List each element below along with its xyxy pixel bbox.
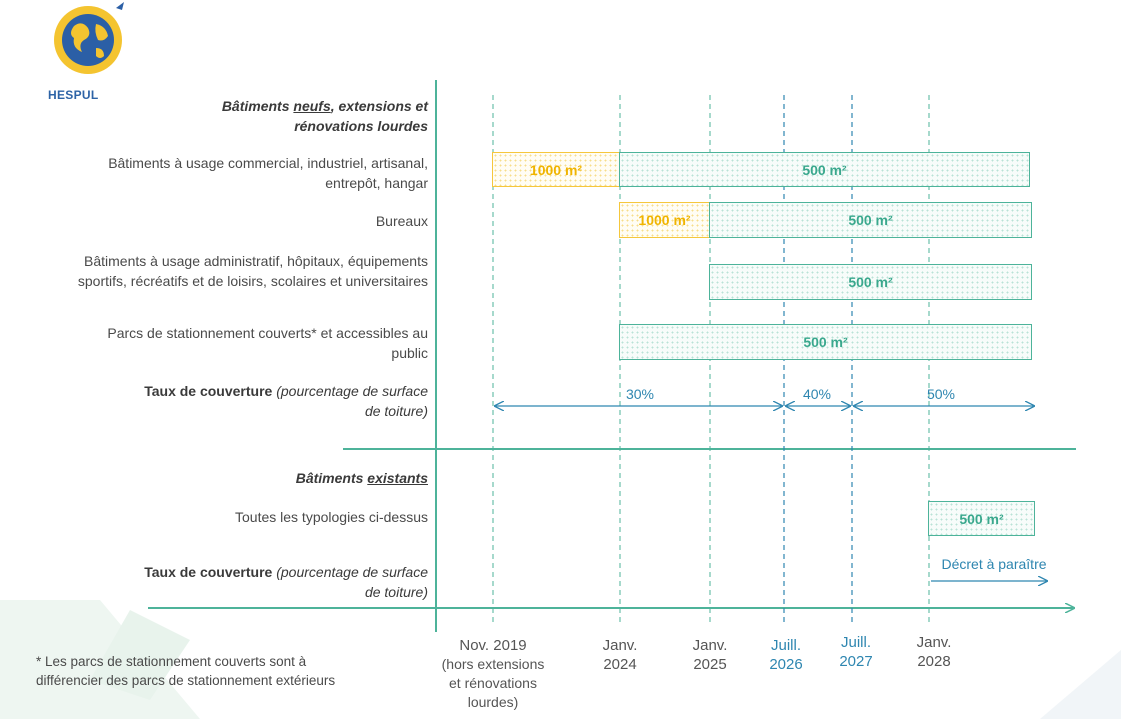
coverage-label-existing: Taux de couverture (pourcentage de surfa…: [144, 564, 428, 600]
date-janv-2024: Janv. 2024: [602, 637, 638, 673]
bar-bureaux-500: 500 m²: [709, 202, 1032, 238]
date-janv-2028: Janv. 2028: [916, 634, 952, 670]
coverage-40: 40%: [802, 386, 832, 402]
bar-commercial-500: 500 m²: [619, 152, 1030, 187]
decree-label: Décret à paraître: [941, 556, 1047, 572]
bar-existants-500: 500 m²: [928, 501, 1035, 536]
date-juill-2026: Juill. 2026: [769, 637, 803, 673]
bar-administratif-500: 500 m²: [709, 264, 1032, 300]
coverage-30: 30%: [625, 386, 655, 402]
globe-icon: [54, 2, 124, 74]
date-janv-2025: Janv. 2025: [692, 637, 728, 673]
section-title-new: Bâtiments neufs, extensions et rénovatio…: [221, 98, 428, 134]
row-label-parcs: Parcs de stationnement couverts* et acce…: [107, 325, 428, 361]
footnote: * Les parcs de stationnement couverts so…: [36, 654, 336, 688]
bar-bureaux-1000: 1000 m²: [619, 202, 710, 238]
section-title-existing: Bâtiments existants: [295, 470, 428, 486]
date-juill-2027: Juill. 2027: [839, 634, 873, 670]
bar-commercial-1000: 1000 m²: [492, 152, 620, 187]
row-label-commercial: Bâtiments à usage commercial, industriel…: [108, 155, 428, 191]
row-label-bureaux: Bureaux: [375, 213, 428, 229]
hespul-logo: [38, 0, 138, 110]
row-label-toutes: Toutes les typologies ci-dessus: [235, 509, 428, 525]
coverage-50: 50%: [926, 386, 956, 402]
date-nov-2019: Nov. 2019 (hors extensions et rénovation…: [441, 637, 545, 710]
bar-parcs-500: 500 m²: [619, 324, 1032, 360]
logo-text: HESPUL: [48, 88, 99, 102]
coverage-label-new: Taux de couverture (pourcentage de surfa…: [144, 383, 428, 419]
row-label-administratif: Bâtiments à usage administratif, hôpitau…: [77, 253, 428, 289]
